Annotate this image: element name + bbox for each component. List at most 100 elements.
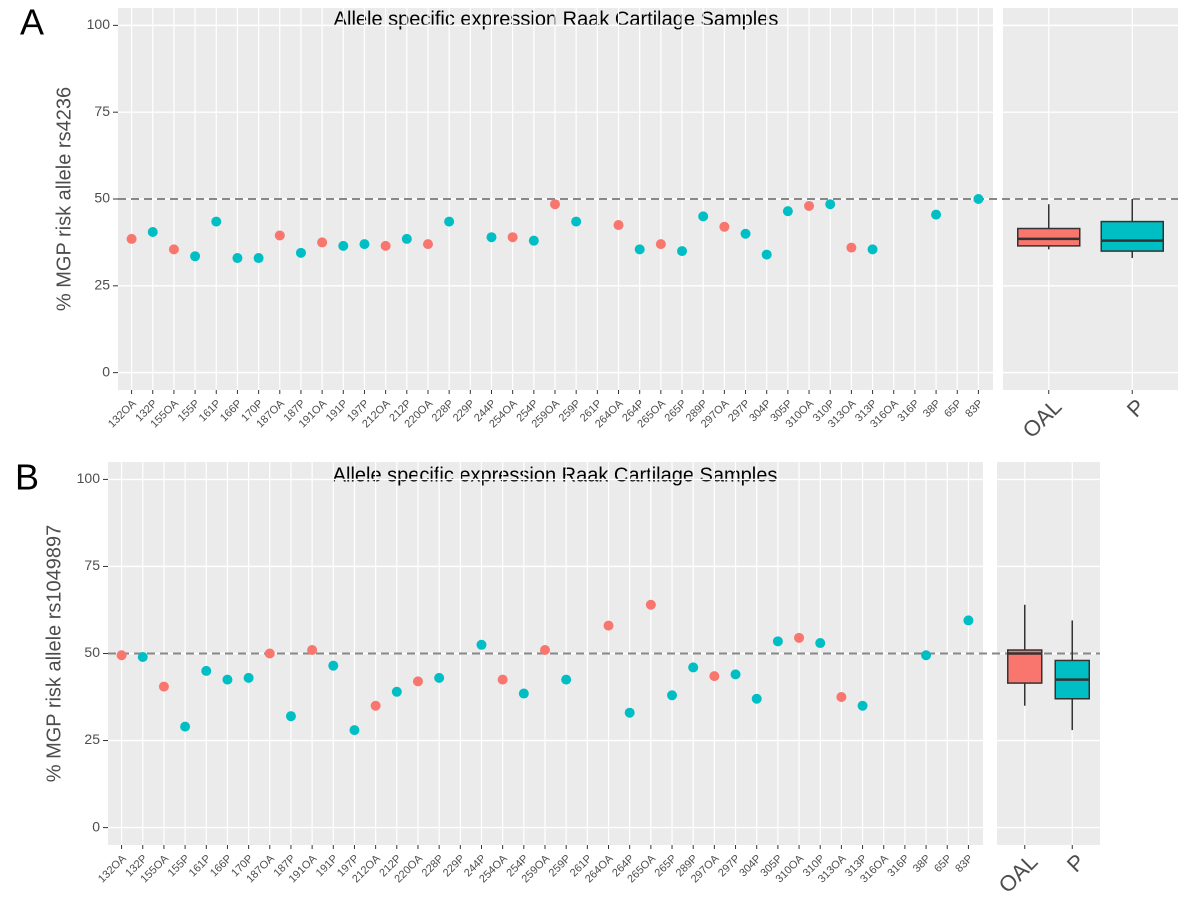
data-point [274, 230, 285, 241]
data-point [825, 199, 836, 210]
data-point [655, 239, 666, 250]
data-point [126, 233, 137, 244]
data-point [688, 662, 699, 673]
y-axis-label: % MGP risk allele rs4236 [53, 87, 75, 311]
data-point [253, 253, 264, 264]
y-tick-label: 75 [84, 557, 100, 573]
data-point [751, 693, 762, 704]
y-tick-label: 25 [94, 277, 110, 293]
data-point [677, 246, 688, 257]
x-tick-label: 297P [726, 398, 753, 425]
data-point [550, 199, 560, 210]
data-point [740, 228, 751, 239]
data-point [497, 674, 508, 685]
data-point [391, 686, 402, 697]
data-point [561, 674, 572, 685]
data-point [434, 672, 445, 683]
data-point [518, 688, 529, 699]
x-tick-label: 83P [963, 398, 985, 420]
data-point [857, 700, 868, 711]
data-point [243, 672, 254, 683]
y-tick-label: 0 [92, 818, 100, 834]
data-point [338, 240, 349, 251]
data-point [528, 235, 539, 246]
data-point [264, 648, 275, 659]
data-point [730, 669, 741, 680]
data-point [349, 725, 360, 736]
x-tick-label: 229P [441, 853, 468, 880]
data-point [158, 681, 169, 692]
data-point [931, 209, 942, 220]
data-point [180, 721, 191, 732]
data-point [476, 639, 487, 650]
data-point [667, 690, 678, 701]
x-tick-label: 259P [547, 853, 574, 880]
x-tick-label: 161P [187, 853, 214, 880]
data-point [973, 194, 984, 204]
data-point [328, 660, 339, 671]
box [1100, 220, 1164, 252]
box-category-label: OAL [1018, 394, 1067, 443]
data-point [815, 638, 826, 649]
data-point [804, 200, 815, 211]
x-tick-label: 38P [911, 853, 933, 875]
box [1017, 227, 1081, 247]
x-tick-label: 166P [218, 398, 245, 425]
data-point [540, 645, 550, 656]
y-tick-label: 0 [102, 363, 110, 379]
box-category-label: P [1062, 849, 1090, 877]
x-tick-label: 265P [653, 853, 680, 880]
x-tick-label: 316P [885, 853, 912, 880]
x-tick-label: 65P [932, 853, 954, 875]
data-point [307, 645, 318, 656]
data-point [846, 242, 857, 253]
data-point [836, 692, 847, 703]
data-point [116, 650, 127, 661]
data-point [401, 233, 412, 244]
x-tick-label: 65P [942, 398, 964, 420]
y-axis-label: % MGP risk allele rs1049897 [43, 525, 65, 783]
box [1007, 649, 1043, 684]
x-tick-label: 228P [430, 398, 457, 425]
data-point [444, 216, 455, 227]
data-point [867, 244, 878, 255]
data-point [211, 216, 222, 227]
data-point [380, 240, 391, 251]
data-point [921, 650, 932, 661]
x-tick-label: 229P [451, 398, 478, 425]
panel-label: B [15, 457, 39, 498]
x-tick-label: 228P [420, 853, 447, 880]
data-point [761, 249, 772, 260]
box-category-label: OAL [994, 849, 1043, 898]
panel-label: A [20, 2, 44, 43]
x-tick-label: 166P [208, 853, 235, 880]
data-point [295, 247, 306, 258]
x-tick-label: 161P [197, 398, 224, 425]
x-tick-label: 259P [557, 398, 584, 425]
data-point [232, 253, 243, 264]
data-point [719, 221, 730, 232]
data-point [571, 216, 582, 227]
data-point [709, 671, 720, 682]
y-tick-label: 50 [84, 644, 100, 660]
data-point [624, 707, 635, 718]
x-tick-label: 316P [895, 398, 922, 425]
chart-title: Allele specific expression Raak Cartilag… [333, 464, 778, 486]
chart-title: Allele specific expression Raak Cartilag… [334, 8, 779, 30]
data-point [359, 239, 370, 250]
data-point [634, 244, 645, 255]
x-tick-label: 155P [176, 398, 203, 425]
x-tick-label: 38P [921, 398, 943, 420]
x-tick-label: 155P [166, 853, 193, 880]
data-point [201, 665, 212, 676]
y-tick-label: 100 [87, 16, 111, 32]
data-point [370, 700, 381, 711]
data-point [285, 711, 296, 722]
y-tick-label: 25 [84, 731, 100, 747]
x-tick-label: 304P [747, 398, 774, 425]
x-tick-label: 265P [663, 398, 690, 425]
data-point [147, 226, 158, 237]
x-tick-label: 83P [953, 853, 975, 875]
